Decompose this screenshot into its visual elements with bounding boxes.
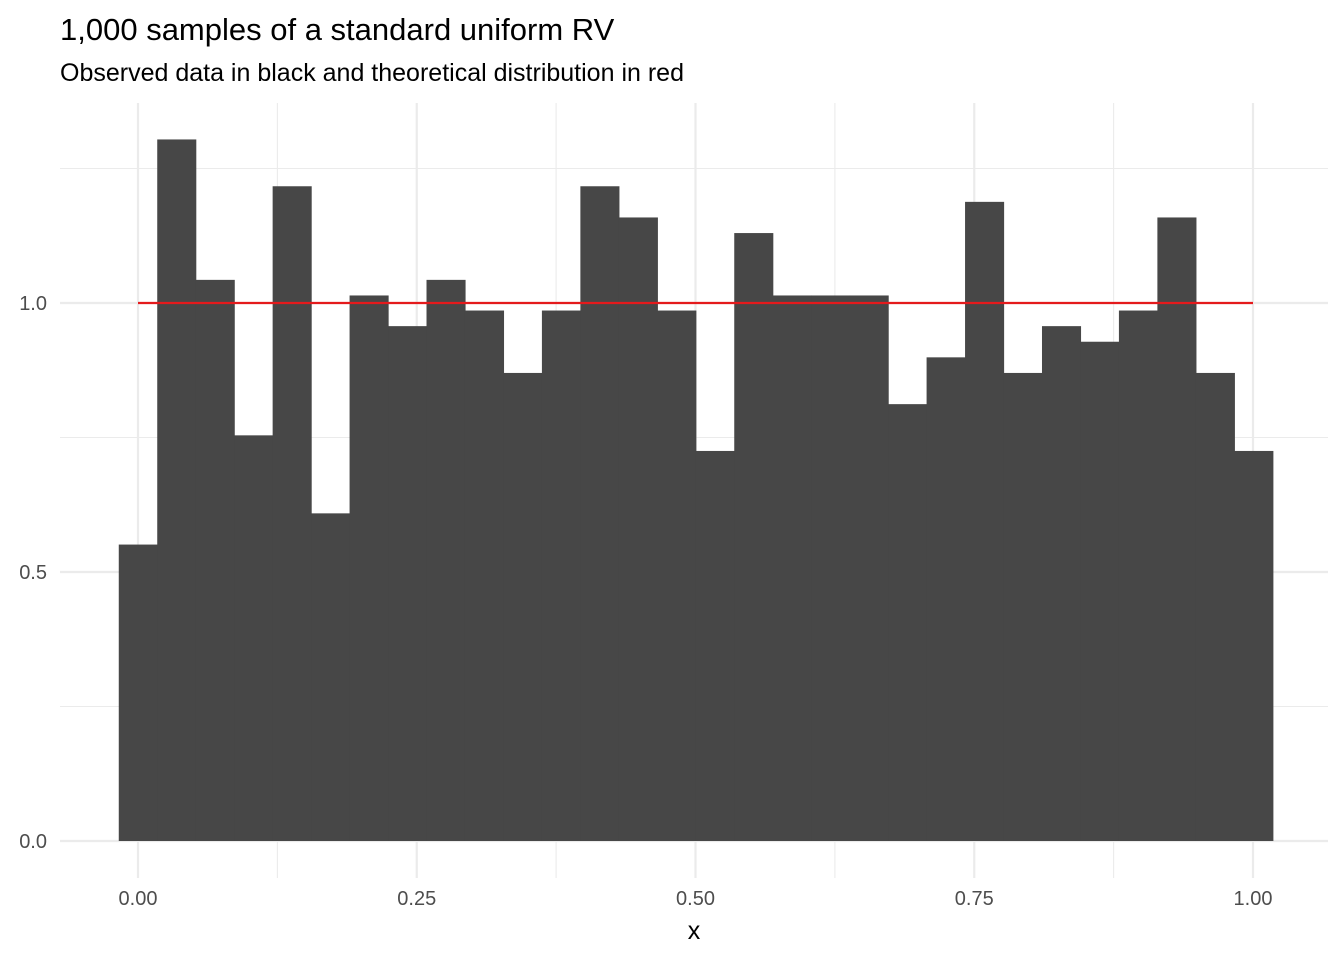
histogram-bar [580, 186, 620, 841]
histogram-bar [311, 513, 351, 841]
y-tick-label: 0.5 [19, 562, 47, 584]
x-axis-title: x [688, 917, 701, 945]
x-tick-label: 1.00 [1234, 888, 1273, 910]
histogram-bar [772, 295, 812, 841]
histogram-bar [618, 217, 658, 841]
histogram-bar [734, 233, 774, 841]
histogram-bar [811, 295, 851, 841]
histogram-bar [272, 186, 312, 841]
histogram-bar [1080, 341, 1120, 841]
histogram-bar [234, 435, 274, 841]
y-tick-label: 1.0 [19, 293, 47, 315]
histogram-bar [426, 279, 466, 842]
histogram-bar [464, 310, 505, 842]
histogram-bar [388, 326, 428, 841]
histogram-bar [888, 404, 928, 841]
histogram-bar [118, 544, 158, 841]
histogram-bar [1157, 217, 1197, 841]
histogram-bar [503, 372, 543, 841]
x-axis-tick-labels: 0.00 0.25 0.50 0.75 1.00 [119, 888, 1273, 910]
y-axis-tick-labels: 0.0 0.5 1.0 [19, 293, 47, 853]
y-tick-label: 0.0 [19, 831, 47, 853]
chart-title: 1,000 samples of a standard uniform RV [60, 12, 615, 47]
histogram-bar [195, 279, 235, 842]
histogram-bar [926, 357, 966, 841]
histogram-bar [541, 310, 581, 842]
chart-subtitle: Observed data in black and theoretical d… [60, 59, 684, 87]
histogram-bar [849, 295, 889, 841]
histogram-bar [157, 139, 197, 841]
histogram-bar [695, 450, 735, 841]
x-tick-label: 0.00 [119, 888, 158, 910]
x-tick-label: 0.25 [397, 888, 436, 910]
histogram-bar [1003, 372, 1043, 841]
x-tick-label: 0.75 [955, 888, 994, 910]
histogram-bar [1041, 326, 1082, 841]
histogram-bar [349, 295, 389, 841]
x-tick-label: 0.50 [676, 888, 715, 910]
histogram-bar [1234, 450, 1274, 841]
histogram-bars [118, 139, 1274, 842]
histogram-bar [657, 310, 697, 842]
histogram-bar [1195, 372, 1235, 841]
histogram-bar [965, 201, 1005, 841]
histogram-bar [1118, 310, 1158, 842]
